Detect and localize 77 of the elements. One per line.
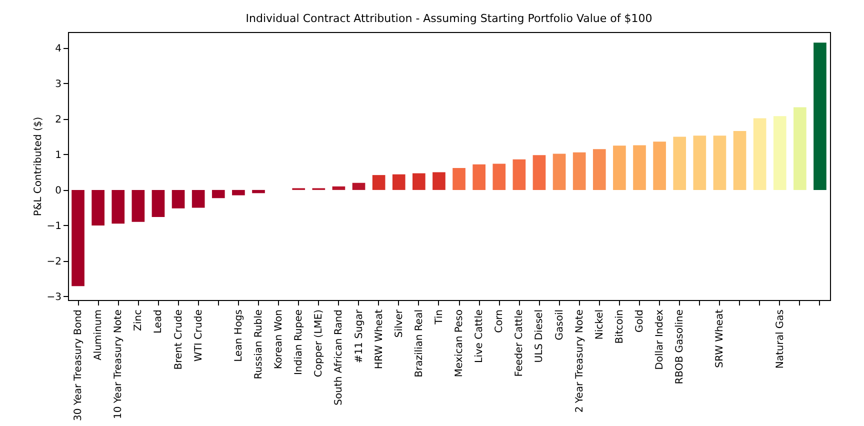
x-tick-label: Brent Crude	[173, 310, 184, 370]
y-tick-label: 3	[55, 78, 62, 90]
x-tick-label: Tin	[434, 310, 445, 326]
x-tick-label: Dollar Index	[654, 309, 666, 370]
x-tick-label: 2 Year Treasury Note	[574, 310, 586, 413]
bar	[192, 190, 205, 208]
x-tick-label: Lean Hogs	[233, 310, 244, 362]
x-tick-label: Gasoil	[554, 310, 566, 340]
x-tick-label: Corn	[494, 310, 506, 333]
x-tick-label: Zinc	[133, 310, 144, 331]
bar	[693, 136, 706, 190]
x-tick-label: Lead	[153, 310, 164, 334]
bar	[713, 136, 726, 190]
y-tick-label: 4	[55, 43, 62, 54]
x-tick-label: Indian Rupee	[294, 310, 305, 376]
y-axis-title: P&L Contributed ($)	[32, 116, 44, 216]
bar	[232, 190, 245, 196]
bar	[92, 190, 104, 226]
x-tick-label: South African Rand	[334, 310, 345, 406]
bar	[172, 190, 185, 208]
bar	[372, 175, 386, 190]
bar	[392, 174, 406, 190]
x-tick-label: Silver	[394, 308, 405, 338]
bar	[132, 190, 145, 222]
chart-title: Individual Contract Attribution - Assuming Starting Portfolio Value of $100	[246, 12, 652, 25]
bar	[814, 42, 826, 190]
y-tick-label: −3	[46, 292, 62, 303]
bar	[532, 155, 546, 190]
bar	[512, 159, 526, 190]
bar	[412, 173, 426, 190]
bar	[653, 142, 666, 190]
bar	[673, 136, 686, 190]
x-tick-label: Korean Won	[274, 310, 285, 370]
bar	[633, 145, 646, 190]
bar	[212, 190, 225, 198]
y-tick-label: −2	[46, 256, 62, 268]
bar	[552, 154, 566, 190]
x-tick-label: Russian Ruble	[254, 310, 264, 380]
x-tick-label: Live Cattle	[474, 310, 486, 363]
y-tick-label: −1	[46, 220, 62, 232]
bar	[112, 190, 125, 224]
bar	[592, 149, 606, 190]
x-tick-label: WTI Crude	[193, 310, 204, 362]
bar	[753, 118, 766, 190]
bar	[492, 164, 506, 190]
bar	[452, 168, 466, 190]
bar	[72, 190, 84, 286]
bar	[572, 152, 586, 190]
x-tick-label: Nickel	[594, 310, 606, 340]
y-tick-label: 0	[55, 185, 62, 196]
bar	[773, 116, 786, 190]
x-tick-label: Feeder Cattle	[514, 310, 526, 377]
x-tick-label: Brazilian Real	[414, 310, 425, 378]
x-tick-label: RBOB Gasoline	[674, 310, 686, 384]
bar	[152, 190, 165, 217]
x-tick-label: ULS Diesel	[534, 310, 546, 363]
x-tick-label: Bitcoin	[614, 310, 626, 344]
x-tick-label: Gold	[634, 310, 646, 332]
x-tick-label: Mexican Peso	[454, 310, 466, 378]
x-tick-label: Aluminum	[93, 310, 104, 360]
x-tick-label: SRW Wheat	[714, 309, 726, 368]
x-tick-label: Copper (LME)	[314, 309, 325, 378]
x-tick-label: 30 Year Treasury Bond	[73, 310, 84, 421]
bar	[252, 190, 265, 194]
bar	[332, 186, 346, 190]
bar	[613, 146, 626, 190]
bar	[794, 107, 806, 190]
bar	[733, 131, 746, 190]
bar	[472, 164, 486, 190]
bar	[352, 182, 366, 190]
y-tick-label: 1	[55, 150, 62, 161]
x-tick-label: Natural Gas	[774, 310, 786, 369]
y-tick-label: 2	[55, 114, 62, 126]
x-tick-label: #11 Sugar	[354, 308, 365, 364]
x-tick-label: 10 Year Treasury Note	[113, 310, 124, 419]
x-tick-label: HRW Wheat	[374, 309, 385, 370]
bar	[432, 172, 446, 190]
